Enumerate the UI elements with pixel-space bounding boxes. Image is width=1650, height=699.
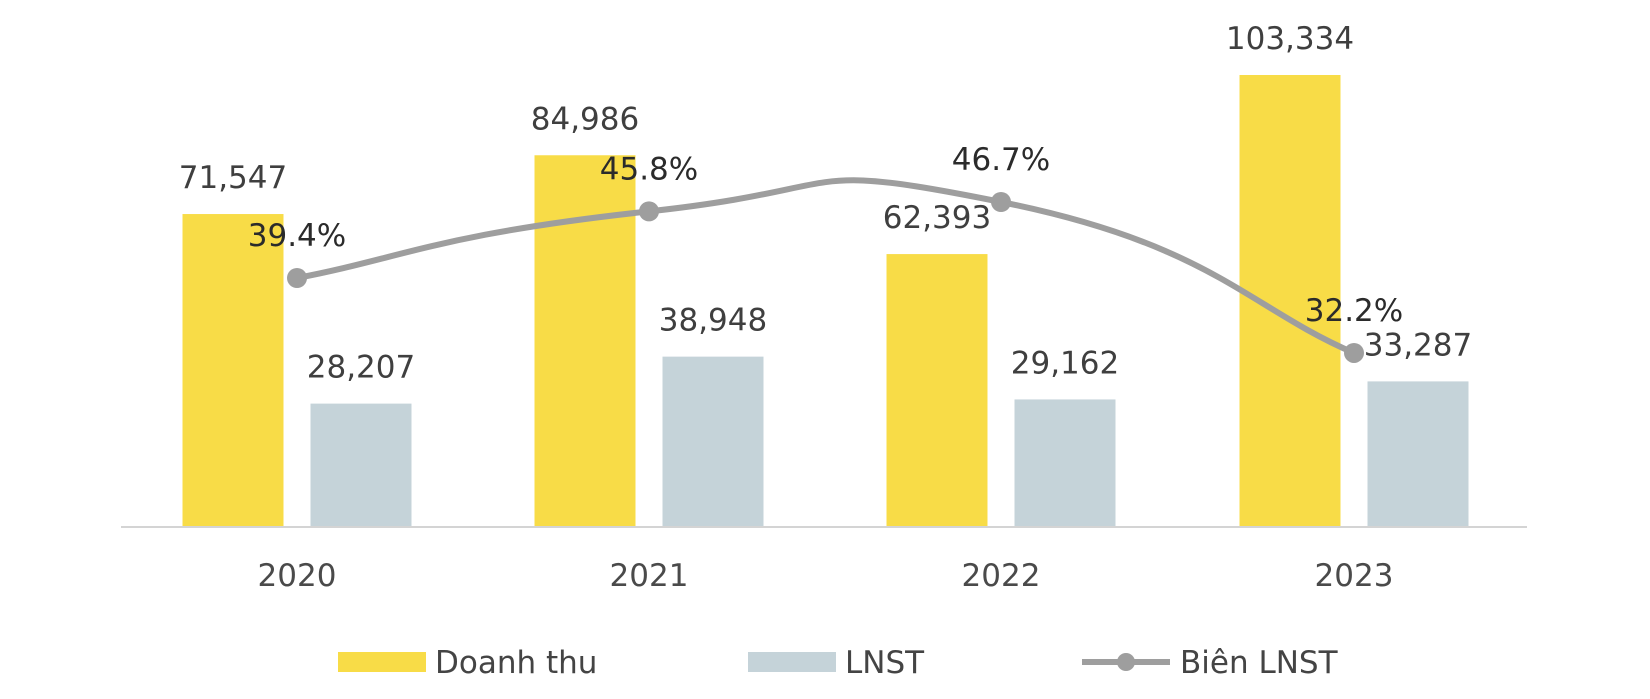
data-label-bien-lnst-2023: 32.2%: [1305, 293, 1403, 329]
data-label-doanh-thu-2021: 84,986: [531, 101, 639, 137]
data-label-doanh-thu-2020: 71,547: [179, 160, 287, 196]
x-tick-label-2020: 2020: [258, 558, 337, 594]
marker-bien-lnst-2020: [287, 268, 307, 288]
x-tick-label-2022: 2022: [962, 558, 1041, 594]
data-label-lnst-2021: 38,948: [659, 303, 767, 339]
legend-swatch-doanh-thu: [338, 652, 426, 672]
bar-doanh-thu-2021: [534, 155, 636, 527]
data-label-lnst-2020: 28,207: [307, 350, 415, 386]
data-label-bien-lnst-2021: 45.8%: [600, 151, 698, 187]
x-tick-layer: 2020 2021 2022 2023: [258, 558, 1394, 594]
labels-layer: 71,547 28,207 39.4% 84,986 38,948 45.8% 62,393…: [179, 21, 1472, 386]
marker-bien-lnst-2021: [639, 201, 659, 222]
data-label-bien-lnst-2020: 39.4%: [248, 218, 346, 254]
bar-lnst-2023: [1367, 381, 1469, 527]
bar-doanh-thu-2022: [886, 254, 988, 527]
data-label-doanh-thu-2022: 62,393: [883, 200, 991, 236]
margin-line-layer: [287, 177, 1364, 363]
data-label-lnst-2022: 29,162: [1011, 345, 1119, 381]
legend-label-bien-lnst: Biên LNST: [1180, 645, 1339, 681]
line-bien-lnst: [294, 177, 1357, 356]
legend-label-lnst: LNST: [845, 645, 925, 681]
x-tick-label-2023: 2023: [1315, 558, 1394, 594]
legend: Doanh thu LNST Biên LNST: [338, 645, 1339, 681]
legend-swatch-bien-lnst-marker: [1117, 653, 1135, 671]
bar-lnst-2022: [1014, 399, 1116, 527]
marker-bien-lnst-2023: [1344, 342, 1364, 363]
data-label-doanh-thu-2023: 103,334: [1226, 21, 1354, 57]
legend-label-doanh-thu: Doanh thu: [435, 645, 597, 681]
bar-lnst-2020: [310, 403, 412, 527]
bars-layer: [182, 75, 1469, 527]
marker-bien-lnst-2022: [991, 192, 1011, 212]
bar-doanh-thu-2020: [182, 214, 284, 527]
legend-swatch-lnst: [748, 652, 836, 672]
bar-lnst-2021: [662, 356, 764, 527]
x-tick-label-2021: 2021: [610, 558, 689, 594]
data-label-bien-lnst-2022: 46.7%: [952, 142, 1050, 178]
data-label-lnst-2023: 33,287: [1364, 327, 1472, 363]
